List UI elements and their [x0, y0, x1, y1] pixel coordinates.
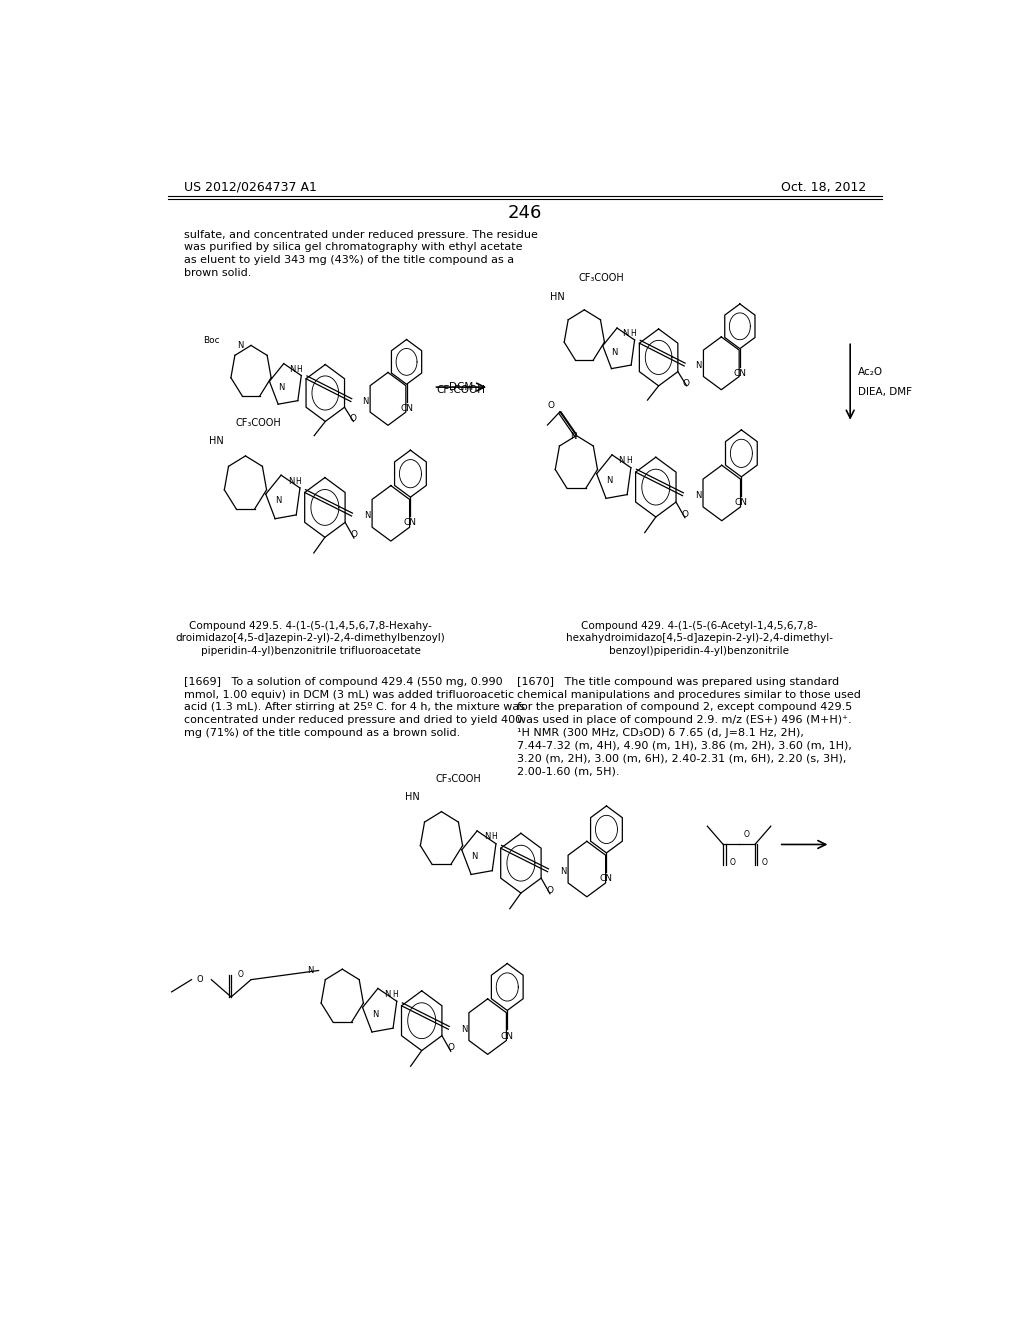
- Text: [1670]   The title compound was prepared using standard
chemical manipulations a: [1670] The title compound was prepared u…: [517, 677, 861, 776]
- Text: CN: CN: [501, 1032, 514, 1040]
- Text: O: O: [197, 975, 203, 985]
- Text: CF₃COOH: CF₃COOH: [236, 418, 281, 428]
- Text: O: O: [547, 401, 554, 409]
- Text: Compound 429. 4-(1-(5-(6-Acetyl-1,4,5,6,7,8-
hexahydroimidazo[4,5-d]azepin-2-yl): Compound 429. 4-(1-(5-(6-Acetyl-1,4,5,6,…: [566, 620, 833, 656]
- Text: O: O: [681, 510, 688, 519]
- Text: O: O: [546, 886, 553, 895]
- Text: N: N: [695, 491, 701, 500]
- Text: H: H: [627, 457, 632, 465]
- Text: H: H: [492, 832, 498, 841]
- Text: N: N: [618, 457, 625, 465]
- Text: Oct. 18, 2012: Oct. 18, 2012: [780, 181, 866, 194]
- Text: 246: 246: [508, 205, 542, 222]
- Text: N: N: [384, 990, 391, 999]
- Text: H: H: [297, 364, 302, 374]
- Text: H: H: [296, 477, 301, 486]
- Text: DCM: DCM: [450, 381, 473, 392]
- Text: CN: CN: [600, 874, 613, 883]
- Text: N: N: [288, 477, 294, 486]
- Text: O: O: [762, 858, 767, 867]
- Text: N: N: [307, 966, 313, 975]
- Text: Compound 429.5. 4-(1-(5-(1,4,5,6,7,8-Hexahy-
droimidazo[4,5-d]azepin-2-yl)-2,4-d: Compound 429.5. 4-(1-(5-(1,4,5,6,7,8-Hex…: [176, 620, 445, 656]
- Text: O: O: [350, 529, 357, 539]
- Text: N: N: [570, 433, 577, 441]
- Text: CN: CN: [403, 519, 417, 528]
- Text: O: O: [730, 858, 735, 867]
- Text: CN: CN: [400, 404, 413, 413]
- Text: N: N: [560, 867, 566, 876]
- Text: H: H: [392, 990, 398, 999]
- Text: N: N: [483, 832, 490, 841]
- Text: CN: CN: [733, 368, 746, 378]
- Text: CF₃COOH: CF₃COOH: [579, 273, 624, 282]
- Text: N: N: [364, 511, 371, 520]
- Text: N: N: [623, 329, 629, 338]
- Text: N: N: [471, 853, 477, 861]
- Text: H: H: [630, 329, 636, 338]
- Text: HN: HN: [406, 792, 420, 803]
- Text: DIEA, DMF: DIEA, DMF: [858, 387, 912, 397]
- Text: O: O: [683, 379, 690, 388]
- Text: CN: CN: [735, 498, 748, 507]
- Text: O: O: [349, 414, 356, 424]
- Text: N: N: [695, 362, 701, 371]
- Text: N: N: [238, 341, 244, 350]
- Text: N: N: [372, 1010, 379, 1019]
- Text: CF₃COOH: CF₃COOH: [435, 774, 481, 784]
- Text: O: O: [447, 1043, 454, 1052]
- Text: CF₃COOH: CF₃COOH: [437, 385, 485, 395]
- Text: N: N: [611, 347, 617, 356]
- Text: HN: HN: [209, 437, 224, 446]
- Text: sulfate, and concentrated under reduced pressure. The residue
was purified by si: sulfate, and concentrated under reduced …: [183, 230, 538, 279]
- Text: N: N: [362, 397, 369, 407]
- Text: O: O: [238, 970, 244, 979]
- Text: Ac₂O: Ac₂O: [858, 367, 884, 376]
- Text: O: O: [744, 830, 750, 838]
- Text: N: N: [278, 383, 284, 392]
- Text: US 2012/0264737 A1: US 2012/0264737 A1: [183, 181, 316, 194]
- Text: N: N: [461, 1024, 467, 1034]
- Text: N: N: [289, 364, 296, 374]
- Text: [1669]   To a solution of compound 429.4 (550 mg, 0.990
mmol, 1.00 equiv) in DCM: [1669] To a solution of compound 429.4 (…: [183, 677, 524, 738]
- Text: N: N: [275, 496, 282, 506]
- Text: HN: HN: [550, 292, 565, 302]
- Text: N: N: [606, 477, 612, 484]
- Text: Boc: Boc: [204, 335, 220, 345]
